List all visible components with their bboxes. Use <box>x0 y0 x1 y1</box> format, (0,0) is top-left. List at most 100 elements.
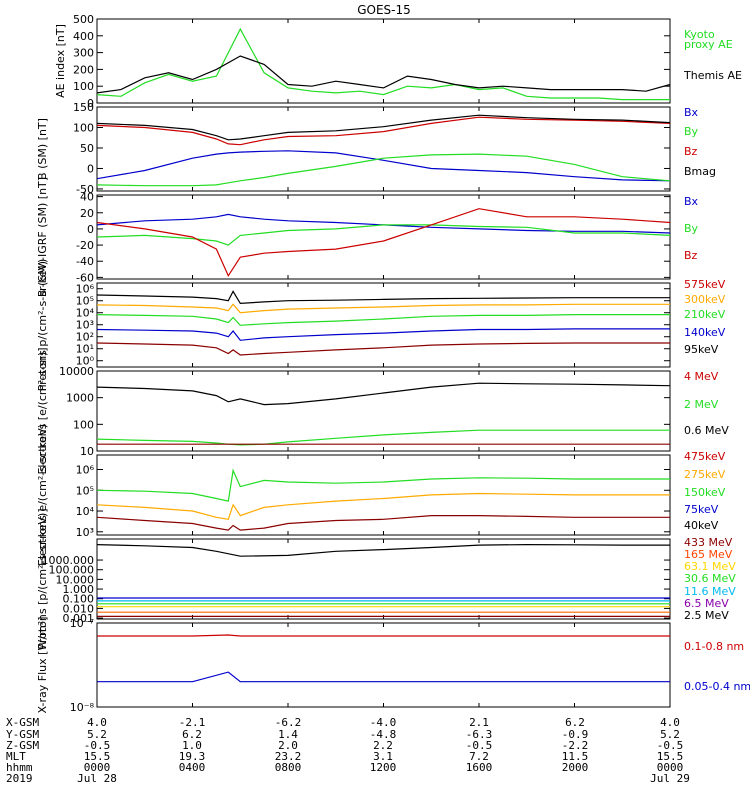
series-line <box>96 342 670 356</box>
legend-entry: 0.1-0.8 nm <box>684 640 744 653</box>
legend-entry: By <box>684 222 699 235</box>
legend-entry: Kyoto <box>684 28 715 41</box>
y-tick-label: 200 <box>73 63 94 76</box>
series-line <box>96 492 670 520</box>
series-line <box>96 224 671 246</box>
y-tick-label: 0.010 <box>63 602 95 615</box>
footer-cell: 4.0 <box>87 716 107 729</box>
footer-cell: 11.5 <box>562 750 589 763</box>
legend-entry: Themis AE <box>683 69 742 82</box>
footer-cell: -2.1 <box>179 716 206 729</box>
footer-cell: 1.4 <box>278 728 298 741</box>
y-tick-label: 10⁴ <box>76 505 95 518</box>
footer-cell: 7.2 <box>469 750 489 763</box>
y-tick-label: 50 <box>80 142 94 155</box>
footer-cell: 2000 <box>562 761 589 774</box>
legend-entry: 210keV <box>684 308 726 321</box>
series-line <box>96 382 671 406</box>
y-tick-label: 10⁵ <box>76 484 94 497</box>
footer-cell: -6.3 <box>466 728 493 741</box>
legend-entry: 140keV <box>684 326 726 339</box>
footer-cell: Jul 29 <box>650 772 690 785</box>
legend-entry: 0.05-0.4 nm <box>684 680 750 693</box>
footer-row-label: X-GSM <box>6 716 39 729</box>
footer-row-label: hhmm <box>6 761 33 774</box>
y-tick-label: -50 <box>76 183 94 196</box>
series-line <box>96 543 670 557</box>
footer-cell: 6.2 <box>565 716 585 729</box>
series-line <box>96 303 670 314</box>
legend-entry: 300keV <box>684 293 726 306</box>
y-tick-label: 1000 <box>66 392 94 405</box>
y-tick-label: 10³ <box>76 319 94 332</box>
series-line <box>96 328 670 341</box>
series-line <box>97 671 670 683</box>
panel-frame <box>96 370 671 452</box>
legend-entry: 2 MeV <box>684 398 719 411</box>
y-tick-label: 100.000 <box>49 564 95 577</box>
y-tick-label: 10⁻⁸ <box>70 701 95 714</box>
panel-frame <box>96 194 671 280</box>
panel-3: -60 -40 -20 0 20 40 B (SM)-IGRF (SM) [nT] Bx By B… <box>36 177 699 297</box>
y-tick-label: 0.001 <box>63 612 95 625</box>
y-axis-label: Protons p/(cm²-s-sr-keV) <box>36 259 49 392</box>
series-line <box>96 515 670 531</box>
y-tick-label: 0.100 <box>63 593 95 606</box>
y-tick-label: 10 <box>80 445 94 458</box>
series-line <box>96 27 670 101</box>
y-tick-label: 300 <box>73 47 94 60</box>
panel-frame <box>96 18 671 104</box>
footer-cell: -6.2 <box>275 716 302 729</box>
y-tick-label: 10000 <box>59 365 94 378</box>
footer-cell: 1.0 <box>182 739 202 752</box>
y-tick-label: 150 <box>73 101 94 114</box>
footer-cell: -0.5 <box>657 739 684 752</box>
y-tick-label: -20 <box>76 239 94 252</box>
footer-cell: -4.8 <box>370 728 397 741</box>
footer-cell: 1200 <box>370 761 397 774</box>
footer-cell: -0.5 <box>466 739 493 752</box>
panel-5: 10 100 1000 10000 Electrons [e/(cm²-s-sr)] 4 … <box>36 347 729 474</box>
series-line <box>96 314 670 326</box>
footer-cell: 23.2 <box>275 750 302 763</box>
series-line <box>96 116 671 146</box>
legend-entry: 475keV <box>684 450 726 463</box>
y-tick-label: 10⁶ <box>76 283 95 296</box>
legend-entry: 4 MeV <box>684 370 719 383</box>
footer-row-label: 2019 <box>6 772 33 785</box>
y-axis-label: B (SM)-IGRF (SM) [nT] <box>36 177 49 297</box>
y-tick-label: 400 <box>73 30 94 43</box>
footer-cell: 0800 <box>275 761 302 774</box>
footer-cell: -2.2 <box>562 739 589 752</box>
y-tick-label: 10¹ <box>76 343 94 356</box>
panel-8: 10⁻⁸ 10⁻⁷ X-ray Flux [W/m²] 0.1-0.8 nm 0.05-… <box>36 617 750 714</box>
y-tick-label: 10² <box>76 331 94 344</box>
series-line <box>96 208 671 278</box>
footer-cell: 2.0 <box>278 739 298 752</box>
legend-entry: 2.5 MeV <box>684 609 729 622</box>
y-axis-label: Electrons [e/(cm²-s-sr)] <box>36 347 49 474</box>
series-line <box>96 213 671 234</box>
footer-cell: 15.5 <box>657 750 684 763</box>
footer-cell: 5.2 <box>87 728 107 741</box>
footer-cell: -4.0 <box>370 716 397 729</box>
footer-cell: -0.5 <box>84 739 111 752</box>
legend-entry: proxy AE <box>684 38 733 51</box>
footer-cell: -0.9 <box>562 728 589 741</box>
legend-entry: 0.6 MeV <box>684 424 729 437</box>
legend-entry: 433 MeV <box>684 536 733 549</box>
y-tick-label: 500 <box>73 13 94 26</box>
legend-entry: Bmag <box>684 165 716 178</box>
legend-entry: 63.1 MeV <box>684 560 736 573</box>
panel-6: 10³ 10⁴ 10⁵ 10⁶ Electrons e/(cm²-s-sr-keV) 47… <box>36 424 726 566</box>
series-line <box>96 153 671 187</box>
y-tick-label: 0 <box>87 223 94 236</box>
footer-row-label: Z-GSM <box>6 739 39 752</box>
footer-row-label: Y-GSM <box>6 728 39 741</box>
footer-cell: 6.2 <box>182 728 202 741</box>
y-tick-label: 1000.000 <box>42 554 95 567</box>
y-tick-label: -60 <box>76 271 94 284</box>
footer-cell: 4.0 <box>660 716 680 729</box>
legend-entry: 30.6 MeV <box>684 572 736 585</box>
